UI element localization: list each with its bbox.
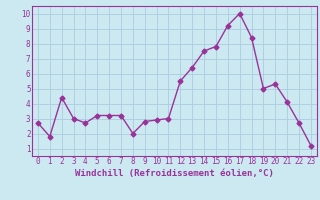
X-axis label: Windchill (Refroidissement éolien,°C): Windchill (Refroidissement éolien,°C)	[75, 169, 274, 178]
